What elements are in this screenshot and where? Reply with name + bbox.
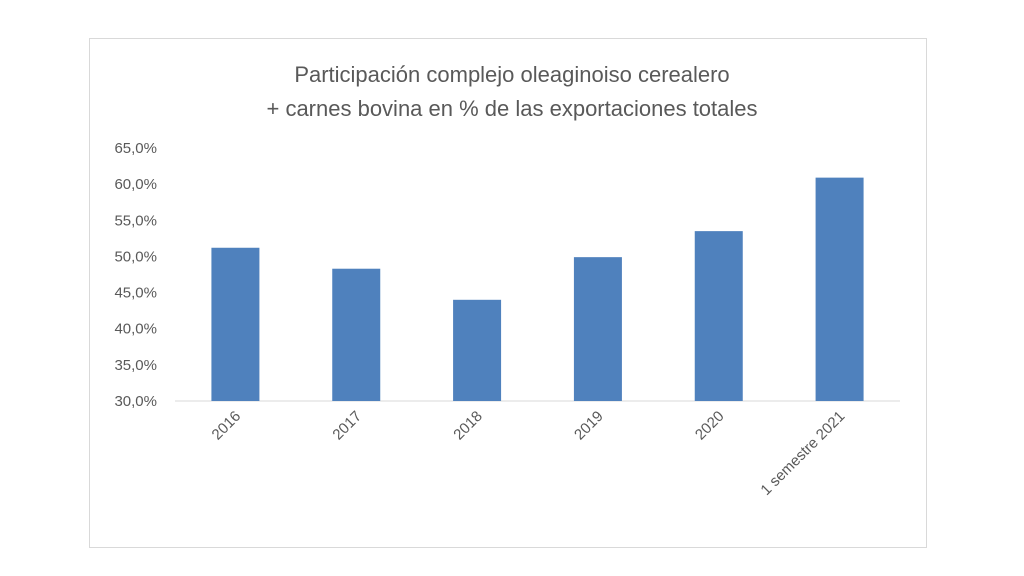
bar-2019 bbox=[573, 257, 622, 401]
y-tick-label: 60,0% bbox=[114, 176, 157, 193]
x-tick-label: 2018 bbox=[450, 408, 486, 444]
x-tick-label: 2020 bbox=[692, 408, 728, 444]
y-tick-label: 55,0% bbox=[114, 212, 157, 229]
y-tick-label: 30,0% bbox=[114, 393, 157, 410]
y-tick-label: 50,0% bbox=[114, 248, 157, 265]
y-tick-label: 35,0% bbox=[114, 357, 157, 374]
y-tick-label: 40,0% bbox=[114, 321, 157, 338]
chart-title-line-1: Participación complejo oleaginoiso cerea… bbox=[294, 62, 730, 87]
y-tick-label: 45,0% bbox=[114, 285, 157, 302]
bar-2020 bbox=[694, 231, 743, 401]
x-tick-label: 2019 bbox=[571, 408, 607, 444]
x-tick-label: 2016 bbox=[209, 408, 245, 444]
x-tick-label: 1 semestre 2021 bbox=[757, 408, 848, 499]
bar-2018 bbox=[453, 299, 502, 401]
chart-frame bbox=[89, 38, 927, 548]
x-tick-label: 2017 bbox=[329, 408, 365, 444]
bar-1-semestre-2021 bbox=[815, 177, 864, 401]
chart-title-line-2: + carnes bovina en % de las exportacione… bbox=[266, 96, 758, 121]
y-tick-label: 65,0% bbox=[114, 140, 157, 157]
bar-2016 bbox=[211, 247, 260, 401]
bar-2017 bbox=[332, 268, 381, 401]
